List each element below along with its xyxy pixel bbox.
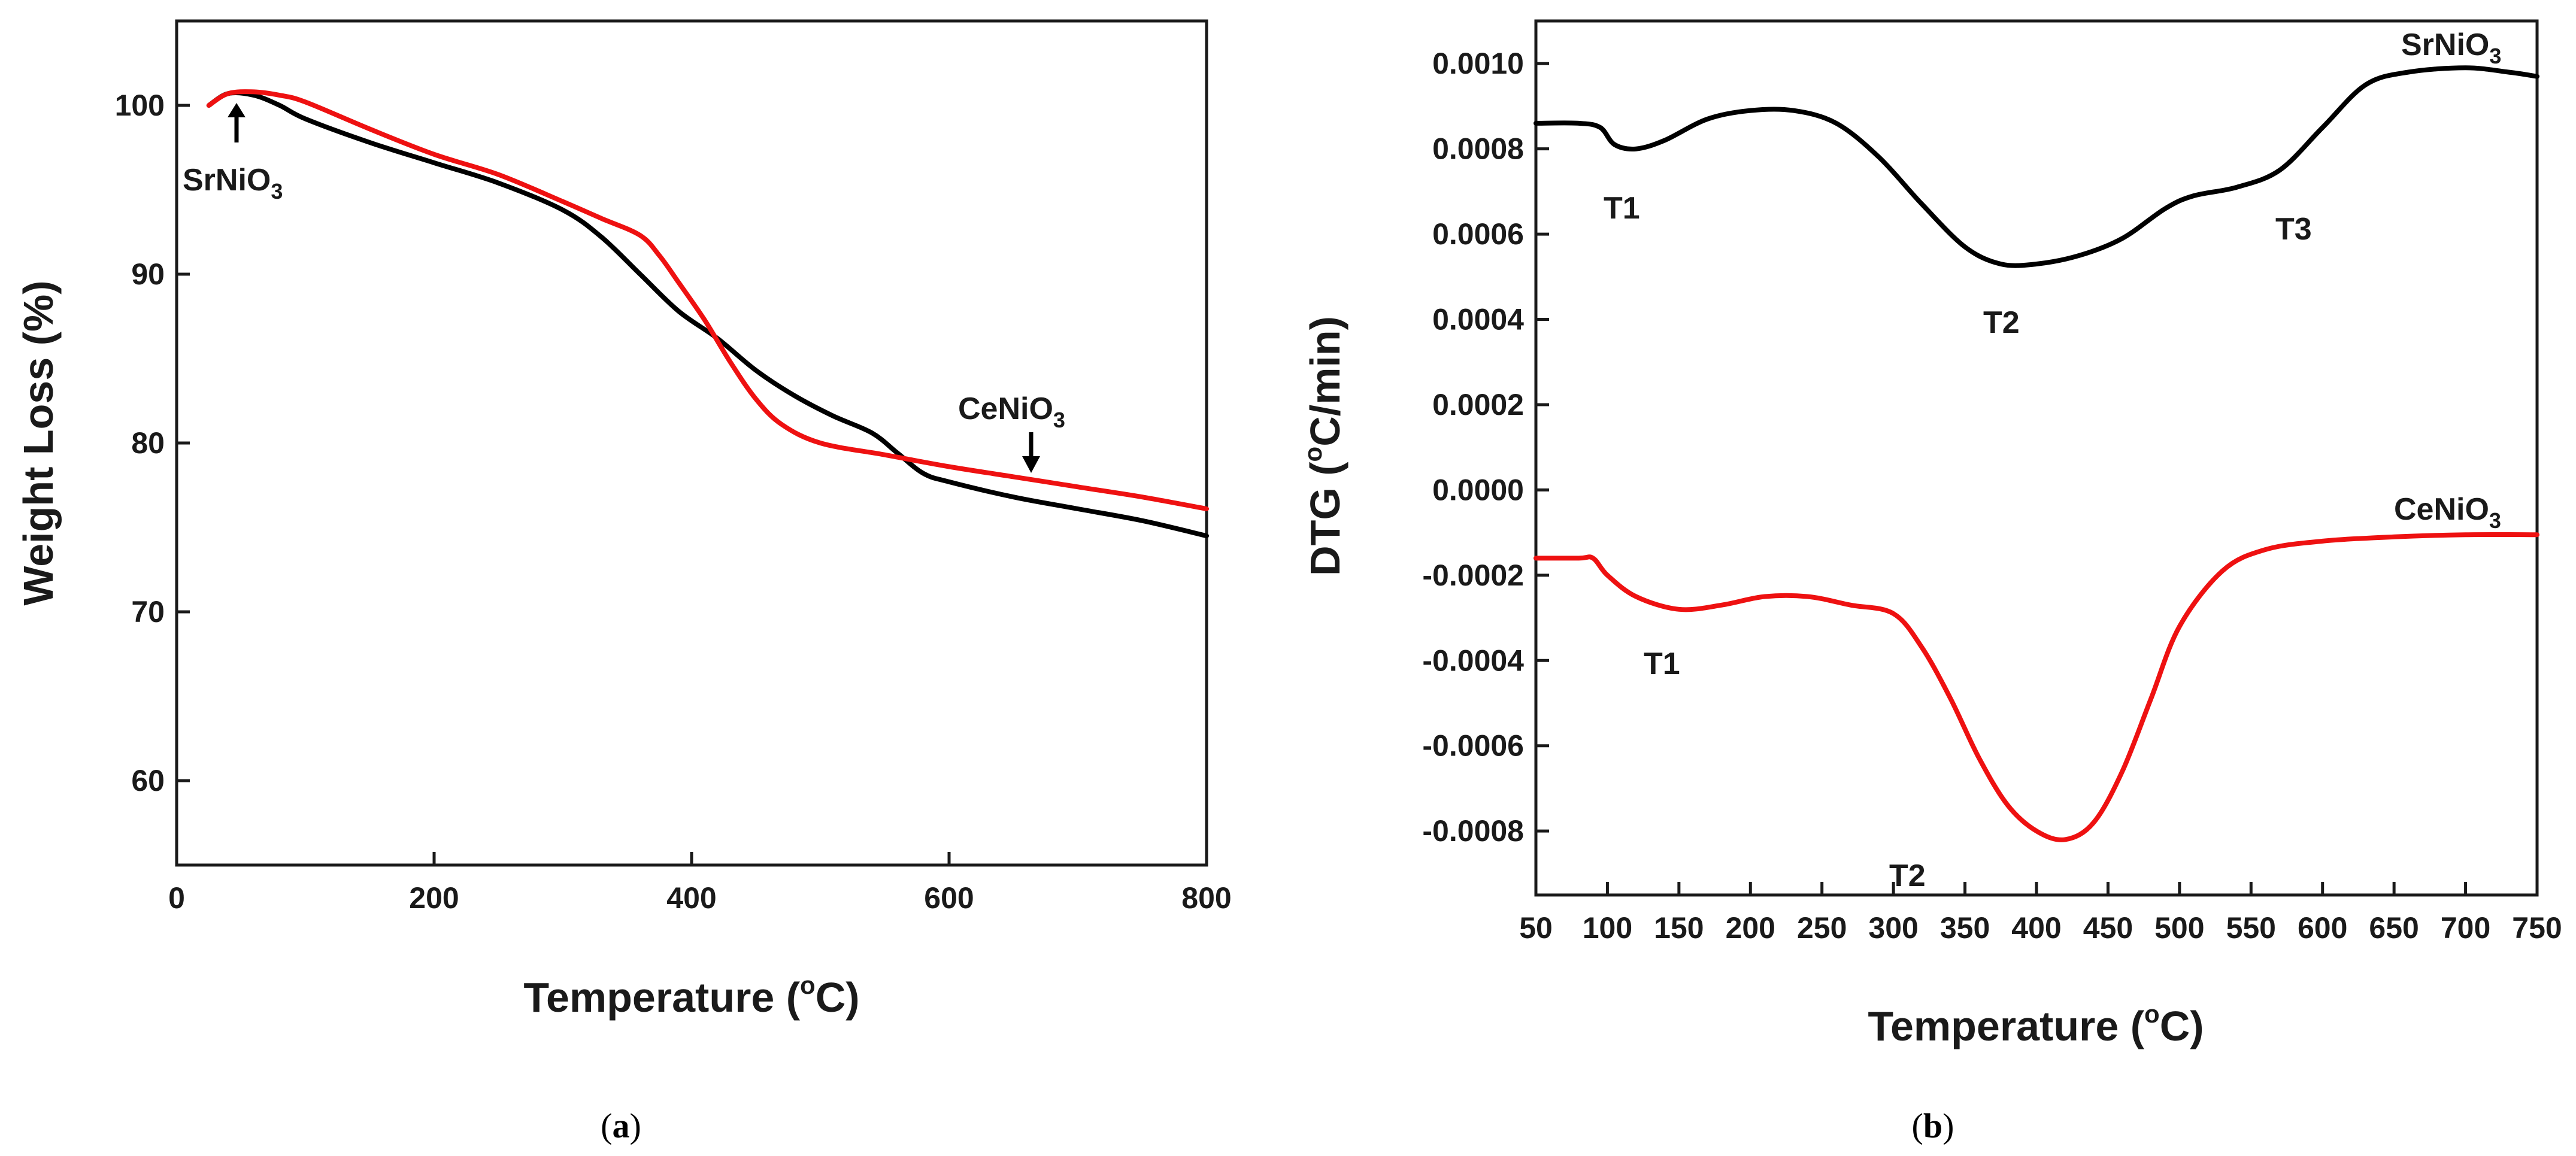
- panel-a-series-line-cenio3: [206, 89, 1209, 511]
- panel-b-series-line-cenio3: [1534, 532, 2539, 842]
- panel-a-series: [206, 89, 1209, 539]
- panel-a-series-line-srnio3: [206, 90, 1209, 539]
- panel-b-srnio3-t1-label: T1: [1604, 191, 1640, 226]
- panel-b-series-line-srnio3: [1534, 65, 2539, 268]
- panel-a-y-tick-label: 90: [131, 257, 165, 291]
- panel-b-series: [1534, 65, 2539, 842]
- panel-b-x-tick-label: 550: [2226, 911, 2276, 945]
- panel-b-y-tick-label: -0.0004: [1422, 644, 1524, 677]
- panel-b-y-tick-label: 0.0006: [1432, 217, 1524, 251]
- panel-b-ceniO3-label: CeNiO3: [2394, 492, 2501, 533]
- panel-b-y-tick-label: 0.0002: [1432, 388, 1524, 421]
- panel-a-y-tick-label: 100: [115, 89, 165, 122]
- panel-b-y-axis-title: DTG (oC/min): [1299, 316, 1348, 576]
- panel-b-x-tick-label: 750: [2512, 911, 2562, 945]
- panel-b-x-tick-label: 100: [1583, 911, 1632, 945]
- panel-b-y-tick-label: 0.0004: [1432, 303, 1524, 336]
- panel-a-y-tick-label: 80: [131, 426, 165, 460]
- svg-text:(a): (a): [601, 1106, 641, 1145]
- panel-a-srnio3-label: SrNiO3: [183, 163, 283, 204]
- panel-b-y-tick-label: 0.0000: [1432, 473, 1524, 506]
- panel-a-weight-loss-chart: 60 70 80 90 100 0 200 400 600 800 Weight Loss (%…: [15, 19, 1232, 1021]
- panel-b-x-tick-label: 150: [1654, 911, 1704, 945]
- panel-a-annotation-srnio3: SrNiO3: [183, 103, 283, 204]
- panel-b-x-tick-label: 350: [1940, 911, 1990, 945]
- panel-b-x-tick-label: 450: [2083, 911, 2133, 945]
- panel-b-y-tick-label: -0.0002: [1422, 559, 1524, 592]
- panel-b-y-tick-label: -0.0006: [1422, 729, 1524, 763]
- panel-a-annotation-ceniO3: CeNiO3: [958, 392, 1065, 473]
- panel-b-y-tick-label: -0.0008: [1422, 814, 1524, 848]
- panel-a-ceniO3-arrow-head: [1022, 456, 1040, 473]
- panel-a-y-ticks: 60 70 80 90 100: [115, 89, 190, 797]
- panel-b-x-axis-title: Temperature (oC): [1868, 1000, 2204, 1049]
- panel-b-ceniO3-t1-label: T1: [1644, 647, 1680, 681]
- panel-a-y-tick-label: 70: [131, 595, 165, 629]
- panel-b-x-tick-label: 700: [2441, 911, 2490, 945]
- panel-label-a: (a): [601, 1106, 641, 1145]
- panel-b-x-tick-label: 650: [2369, 911, 2419, 945]
- panel-b-x-tick-label: 600: [2298, 911, 2347, 945]
- panel-b-ceniO3-t2-label: T2: [1889, 858, 1926, 893]
- panel-b-dtg-chart: 0.0010 0.0008 0.0006 0.0004 0.0002 0.0000 -0.0…: [1299, 19, 2562, 1049]
- svg-text:(b): (b): [1912, 1106, 1954, 1145]
- panel-b-srnio3-label: SrNiO3: [2401, 28, 2501, 68]
- panel-b-x-tick-label: 50: [1519, 911, 1553, 945]
- panel-a-y-axis-title: Weight Loss (%): [15, 280, 62, 605]
- panel-a-x-tick-label: 0: [168, 881, 185, 915]
- panel-a-x-tick-label: 800: [1181, 881, 1231, 915]
- panel-b-x-ticks: 50 100 150 200 250 300 350 400 450 500 550 600 650 70…: [1519, 882, 2562, 945]
- panel-a-srnio3-arrow-head: [228, 103, 246, 117]
- panel-a-x-tick-label: 200: [409, 881, 459, 915]
- panel-b-x-tick-label: 300: [1868, 911, 1918, 945]
- panel-label-b: (b): [1912, 1106, 1954, 1145]
- panel-b-plot-frame: [1534, 19, 2539, 897]
- panel-b-y-tick-label: 0.0010: [1432, 47, 1524, 80]
- panel-a-x-ticks: 0 200 400 600 800: [168, 852, 1232, 915]
- panel-a-x-tick-label: 400: [666, 881, 716, 915]
- panel-a-plot-frame: [175, 19, 1208, 867]
- panel-a-ceniO3-label: CeNiO3: [958, 392, 1065, 432]
- panel-b-y-tick-label: 0.0008: [1432, 132, 1524, 166]
- panel-b-x-tick-label: 250: [1797, 911, 1847, 945]
- panel-b-srnio3-t2-label: T2: [1983, 305, 2020, 340]
- panel-a-x-tick-label: 600: [924, 881, 974, 915]
- panel-b-x-tick-label: 400: [2011, 911, 2061, 945]
- panel-b-y-ticks: 0.0010 0.0008 0.0006 0.0004 0.0002 0.0000 -0.0…: [1422, 47, 1549, 848]
- panel-b-srnio3-t3-label: T3: [2275, 212, 2312, 247]
- panel-b-x-tick-label: 200: [1726, 911, 1775, 945]
- panel-a-x-axis-title: Temperature (oC): [523, 971, 859, 1021]
- panel-b-x-tick-label: 500: [2154, 911, 2204, 945]
- panel-a-y-tick-label: 60: [131, 764, 165, 797]
